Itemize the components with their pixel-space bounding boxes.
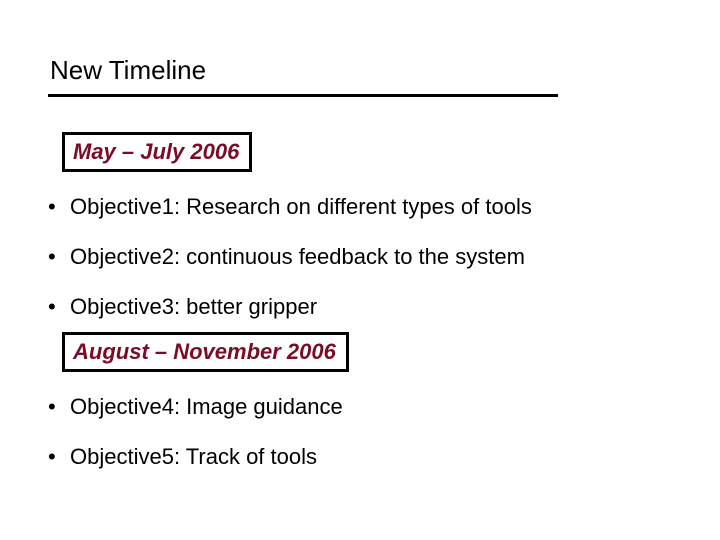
bullet-text: Objective4: Image guidance bbox=[70, 394, 343, 420]
bullet-text: Objective3: better gripper bbox=[70, 294, 317, 320]
title-underline bbox=[48, 94, 558, 97]
bullet-item: • Objective2: continuous feedback to the… bbox=[48, 244, 525, 270]
period-box-2: August – November 2006 bbox=[62, 332, 349, 372]
bullet-text: Objective2: continuous feedback to the s… bbox=[70, 244, 525, 270]
bullet-marker: • bbox=[48, 244, 70, 270]
bullet-marker: • bbox=[48, 194, 70, 220]
bullet-marker: • bbox=[48, 294, 70, 320]
slide-title: New Timeline bbox=[50, 55, 206, 86]
bullet-item: • Objective1: Research on different type… bbox=[48, 194, 532, 220]
period-box-1: May – July 2006 bbox=[62, 132, 252, 172]
bullet-marker: • bbox=[48, 394, 70, 420]
bullet-marker: • bbox=[48, 444, 70, 470]
bullet-item: • Objective4: Image guidance bbox=[48, 394, 343, 420]
bullet-item: • Objective3: better gripper bbox=[48, 294, 317, 320]
bullet-text: Objective5: Track of tools bbox=[70, 444, 317, 470]
bullet-text: Objective1: Research on different types … bbox=[70, 194, 532, 220]
slide: New Timeline May – July 2006 • Objective… bbox=[0, 0, 720, 540]
bullet-item: • Objective5: Track of tools bbox=[48, 444, 317, 470]
